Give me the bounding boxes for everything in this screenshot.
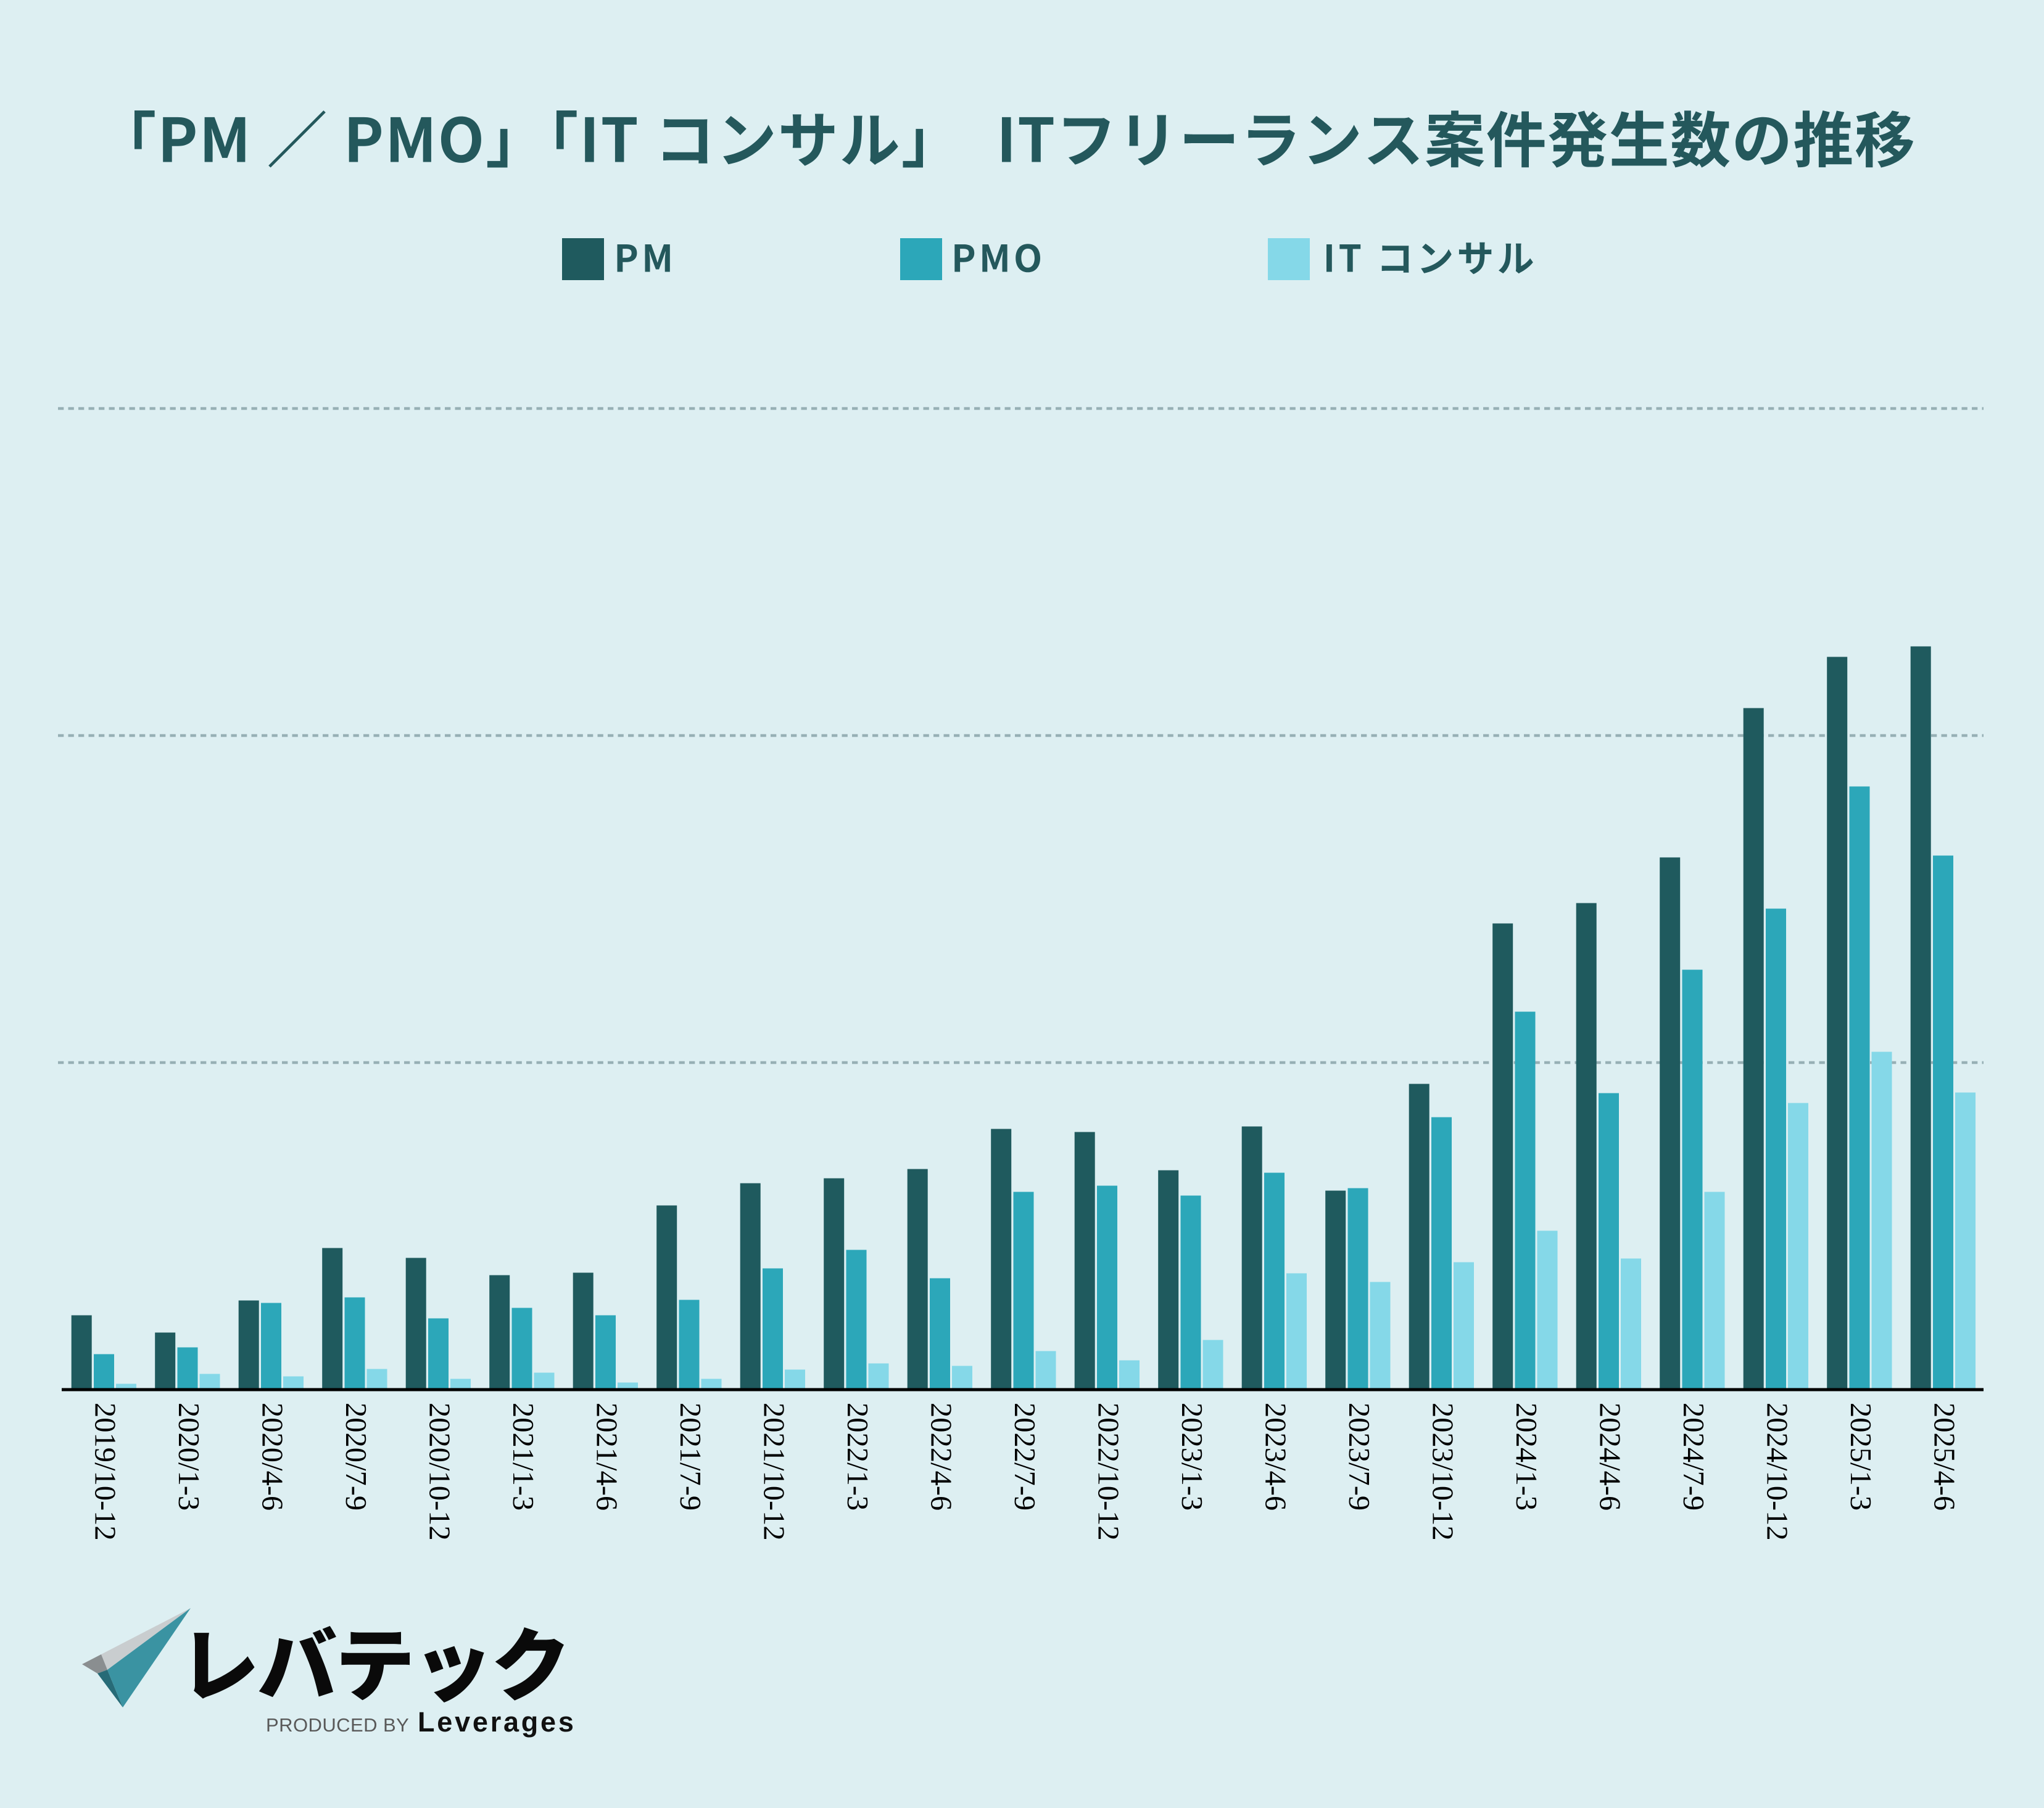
svg-text:2021/7-9: 2021/7-9 [674, 1403, 706, 1511]
svg-text:2023/10-12: 2023/10-12 [1426, 1403, 1459, 1541]
svg-text:2021/1-3: 2021/1-3 [507, 1403, 539, 1511]
svg-text:2025/4-6: 2025/4-6 [1928, 1403, 1961, 1511]
svg-text:PRODUCED BY: PRODUCED BY [266, 1714, 409, 1736]
svg-text:2022/1-3: 2022/1-3 [841, 1403, 874, 1511]
svg-text:2022/7-9: 2022/7-9 [1008, 1403, 1041, 1511]
svg-text:2023/4-6: 2023/4-6 [1259, 1403, 1292, 1511]
svg-text:2024/4-6: 2024/4-6 [1594, 1403, 1626, 1511]
svg-text:2020/4-6: 2020/4-6 [256, 1403, 289, 1511]
svg-text:2020/1-3: 2020/1-3 [172, 1403, 205, 1511]
svg-text:2020/10-12: 2020/10-12 [423, 1403, 456, 1541]
svg-text:2020/7-9: 2020/7-9 [339, 1403, 372, 1511]
svg-text:2019/10-12: 2019/10-12 [89, 1403, 122, 1541]
svg-text:2023/1-3: 2023/1-3 [1175, 1403, 1208, 1511]
svg-text:2025/1-3: 2025/1-3 [1844, 1403, 1877, 1511]
svg-text:2022/4-6: 2022/4-6 [925, 1403, 958, 1511]
svg-text:2021/4-6: 2021/4-6 [590, 1403, 623, 1511]
svg-text:Leverages: Leverages [418, 1706, 576, 1738]
svg-text:2024/10-12: 2024/10-12 [1761, 1403, 1794, 1541]
svg-text:2022/10-12: 2022/10-12 [1092, 1403, 1125, 1541]
svg-text:2024/1-3: 2024/1-3 [1510, 1403, 1542, 1511]
svg-text:2023/7-9: 2023/7-9 [1343, 1403, 1375, 1511]
svg-text:2024/7-9: 2024/7-9 [1677, 1403, 1710, 1511]
svg-text:2021/10-12: 2021/10-12 [758, 1403, 790, 1541]
